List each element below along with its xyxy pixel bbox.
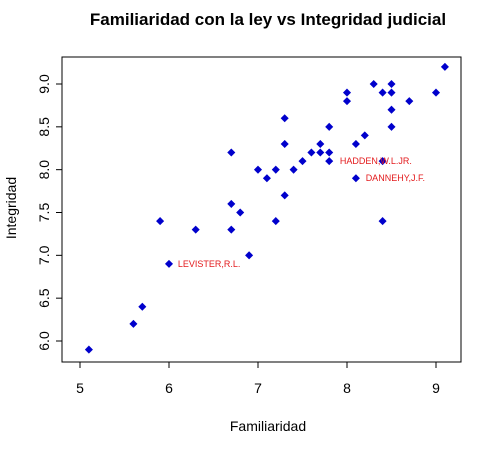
data-point: [351, 139, 360, 148]
data-point: [253, 165, 263, 174]
data-point: [138, 302, 147, 311]
data-point: [236, 208, 245, 217]
x-tick-label: 6: [165, 380, 173, 396]
y-tick-label: 7.0: [36, 245, 52, 265]
data-point: [342, 97, 352, 106]
y-axis: 6.0 6.5 7.0 7.5 8.0 8.5 9.0: [36, 74, 62, 351]
data-point: [431, 88, 441, 97]
data-point: [227, 199, 236, 208]
data-point: [378, 88, 387, 97]
data-point: [280, 191, 289, 200]
data-point: [387, 122, 396, 131]
data-point: [325, 148, 334, 157]
data-point: [156, 217, 165, 226]
data-point: [405, 97, 414, 106]
y-tick-label: 6.5: [36, 288, 52, 308]
data-point: [316, 139, 325, 148]
data-point: [360, 131, 369, 140]
data-point: [307, 148, 316, 157]
data-point: [325, 157, 334, 166]
data-point: [227, 148, 236, 157]
data-point: [227, 225, 236, 234]
data-point: [440, 62, 449, 71]
data-point: [351, 174, 360, 183]
data-point: [245, 251, 254, 260]
x-tick-label: 8: [343, 380, 351, 396]
data-point: [342, 88, 352, 97]
y-tick-label: 7.5: [36, 203, 52, 223]
x-axis: 5 6 7 8 9: [76, 362, 440, 396]
y-axis-label: Integridad: [3, 177, 19, 239]
data-point: [387, 79, 396, 89]
data-point: [325, 122, 334, 131]
data-point: [129, 319, 138, 328]
data-point: [378, 217, 387, 226]
x-tick-label: 5: [76, 380, 84, 396]
data-point: [191, 225, 200, 234]
x-tick-label: 9: [432, 380, 440, 396]
y-tick-label: 8.5: [36, 117, 52, 137]
plot-frame: [61, 56, 462, 363]
data-point: [369, 79, 378, 89]
chart-title: Familiaridad con la ley vs Integridad ju…: [90, 10, 446, 29]
data-points: [84, 62, 449, 354]
x-axis-label: Familiaridad: [230, 418, 306, 434]
data-point: [289, 165, 298, 174]
y-tick-label: 9.0: [36, 74, 52, 94]
point-annotation: LEVISTER,R.L.: [178, 259, 241, 269]
data-point: [164, 259, 174, 268]
data-point: [378, 157, 387, 166]
data-point: [280, 114, 289, 123]
point-annotations: LEVISTER,R.L. HADDEN,W.L.JR. DANNEHY,J.F.: [178, 156, 425, 269]
data-point: [262, 174, 271, 183]
data-point: [271, 165, 280, 174]
data-point: [271, 217, 280, 226]
data-point: [280, 139, 289, 148]
x-tick-label: 7: [254, 380, 262, 396]
point-annotation: DANNEHY,J.F.: [366, 173, 425, 183]
data-point: [84, 345, 93, 354]
data-point: [298, 157, 307, 166]
data-point: [387, 105, 396, 114]
data-point: [387, 88, 396, 97]
y-tick-label: 8.0: [36, 160, 52, 180]
data-point: [316, 148, 325, 157]
y-tick-label: 6.0: [36, 331, 52, 351]
point-annotation: HADDEN,W.L.JR.: [340, 156, 412, 166]
